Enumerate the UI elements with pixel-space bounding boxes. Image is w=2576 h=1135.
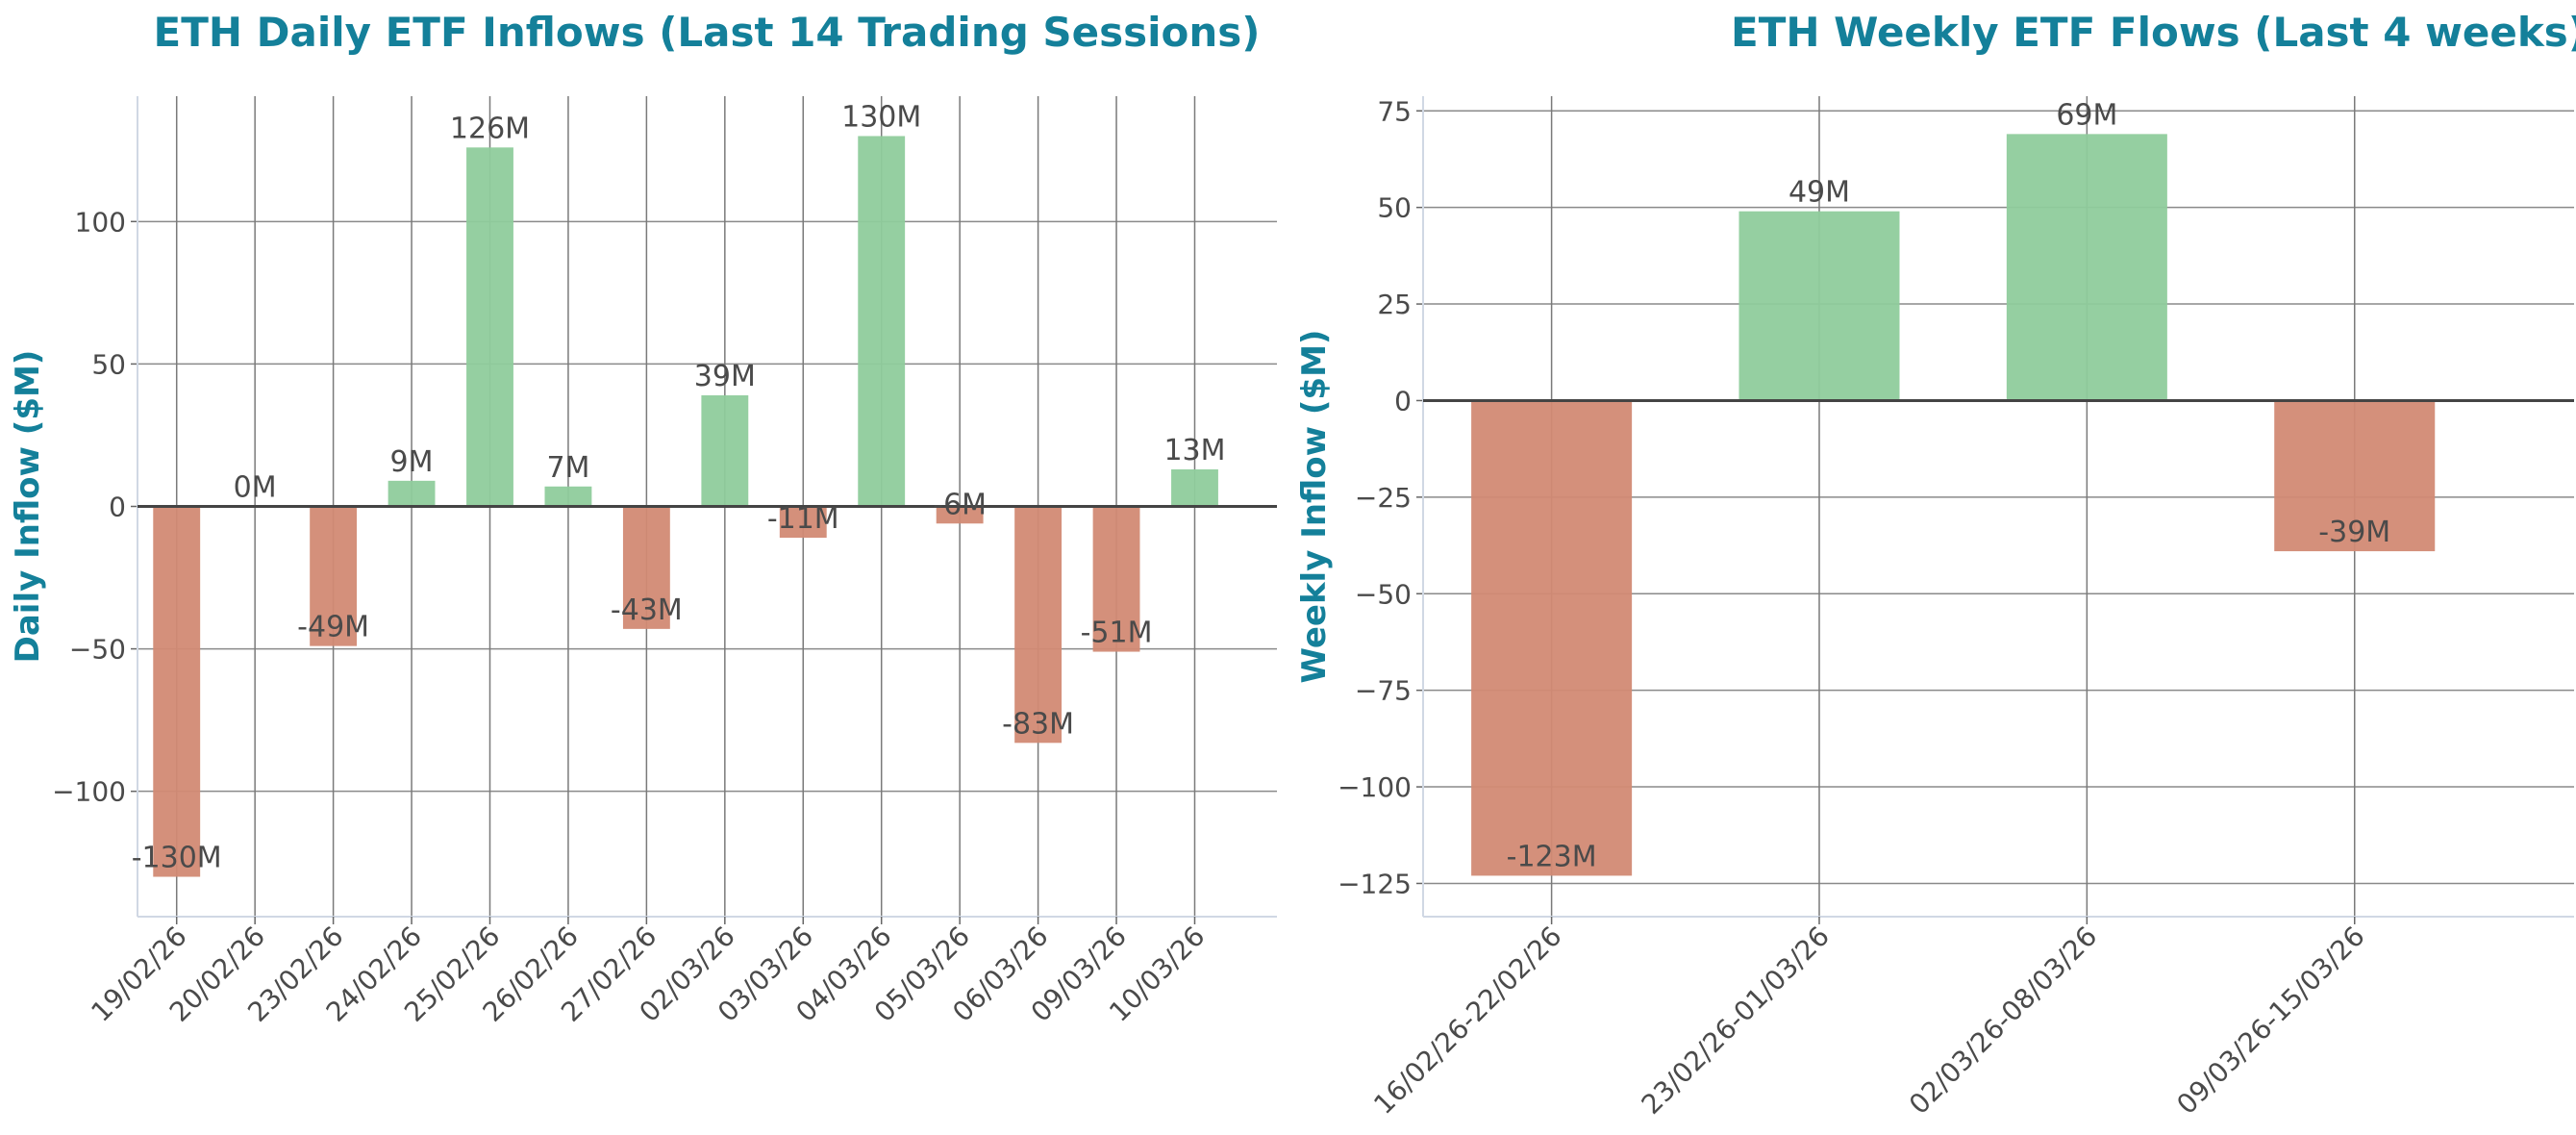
data-label: 49M <box>1788 176 1850 210</box>
data-label: 0M <box>234 471 277 505</box>
bar-09/03/26 <box>1092 506 1140 652</box>
y-tick-label: −50 <box>69 634 126 666</box>
y-tick-label: 50 <box>91 348 126 380</box>
y-tick-label: −50 <box>1355 578 1412 610</box>
bar-02/03/26 <box>701 394 749 507</box>
data-label: -83M <box>1002 707 1074 741</box>
weekly-flows-chart: ETH Weekly ETF Flows (Last 4 weeks) Weekl… <box>1295 9 2576 1121</box>
daily-inflows-chart: ETH Daily ETF Inflows (Last 14 Trading S… <box>9 9 1277 1028</box>
data-label: -49M <box>297 611 369 644</box>
bar-19/02/26 <box>153 506 201 877</box>
bar-23/02/26 <box>310 506 358 646</box>
data-label: 69M <box>2056 98 2117 132</box>
y-tick-label: 100 <box>75 206 126 238</box>
data-label: 126M <box>450 112 530 145</box>
data-label: -39M <box>2318 516 2390 549</box>
bar-25/02/26 <box>466 147 513 507</box>
bar-05/03/26 <box>936 506 984 524</box>
data-label: 39M <box>694 360 756 393</box>
data-label: -43M <box>611 593 683 627</box>
bar-02/03/26-08/03/26 <box>2006 134 2167 401</box>
y-tick-label: −100 <box>52 776 126 808</box>
bar-24/02/26 <box>388 480 436 507</box>
bar-27/02/26 <box>622 506 670 629</box>
y-tick-label: −75 <box>1355 675 1412 707</box>
data-label: 13M <box>1163 434 1225 467</box>
y-tick-label: 0 <box>1394 385 1412 416</box>
bar-26/02/26 <box>544 486 592 507</box>
chart-title: ETH Weekly ETF Flows (Last 4 weeks) <box>1731 9 2576 56</box>
x-tick-label: 02/03/26-08/03/26 <box>1903 921 2103 1121</box>
x-tick-label: 16/02/26-22/02/26 <box>1367 921 1567 1121</box>
bar-16/02/26-22/02/26 <box>1471 400 1633 876</box>
x-tick-label: 23/02/26-01/03/26 <box>1636 921 1836 1121</box>
data-label: -11M <box>767 502 839 536</box>
data-label: -123M <box>1507 840 1597 873</box>
y-axis-label: Daily Inflow ($M) <box>9 350 47 664</box>
data-label: 7M <box>546 451 589 485</box>
bar-23/02/26-01/03/26 <box>1738 211 1900 401</box>
data-label: -130M <box>132 842 222 875</box>
y-axis-label: Weekly Inflow ($M) <box>1295 330 1334 684</box>
y-tick-label: 0 <box>109 492 126 523</box>
y-tick-label: −25 <box>1355 482 1412 514</box>
bar-04/03/26 <box>858 136 906 507</box>
x-tick-label: 09/03/26-15/03/26 <box>2170 921 2370 1121</box>
bar-09/03/26-15/03/26 <box>2274 400 2436 552</box>
y-tick-label: 50 <box>1377 192 1412 224</box>
data-label: 9M <box>390 445 434 479</box>
data-label: -51M <box>1081 617 1153 650</box>
y-tick-label: −125 <box>1338 868 1412 899</box>
data-label: 130M <box>841 100 921 134</box>
y-tick-label: 75 <box>1377 95 1412 127</box>
y-tick-label: −100 <box>1338 771 1412 803</box>
bar-03/03/26 <box>779 506 827 539</box>
chart-title: ETH Daily ETF Inflows (Last 14 Trading S… <box>154 9 1261 56</box>
y-tick-label: 25 <box>1377 289 1412 320</box>
bar-06/03/26 <box>1014 506 1063 744</box>
bar-10/03/26 <box>1171 468 1218 507</box>
data-label: -6M <box>933 488 987 521</box>
